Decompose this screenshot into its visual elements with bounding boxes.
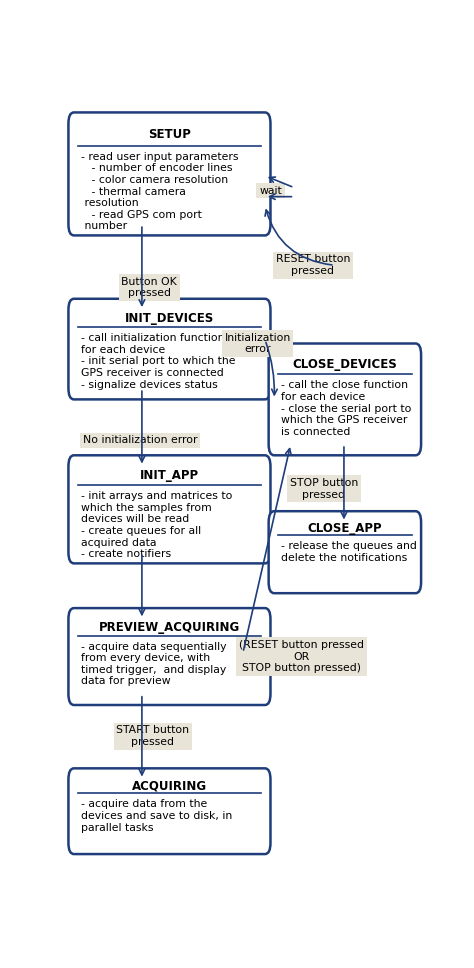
Text: PREVIEW_ACQUIRING: PREVIEW_ACQUIRING	[99, 621, 240, 634]
Text: (RESET button pressed
OR
STOP button pressed): (RESET button pressed OR STOP button pre…	[239, 640, 364, 673]
FancyBboxPatch shape	[68, 455, 271, 563]
Text: wait: wait	[259, 186, 282, 196]
Text: Initialization
error: Initialization error	[225, 333, 291, 354]
Text: Button OK
pressed: Button OK pressed	[121, 277, 177, 298]
Text: SETUP: SETUP	[148, 128, 191, 141]
Text: CLOSE_APP: CLOSE_APP	[308, 523, 382, 535]
Text: - acquire data sequentially
from every device, with
timed trigger,  and display
: - acquire data sequentially from every d…	[81, 642, 226, 686]
Text: - read user input parameters
   - number of encoder lines
   - color camera reso: - read user input parameters - number of…	[81, 152, 238, 231]
Text: No initialization error: No initialization error	[83, 436, 197, 445]
FancyBboxPatch shape	[68, 112, 271, 235]
Text: INIT_APP: INIT_APP	[140, 469, 199, 482]
FancyBboxPatch shape	[269, 511, 421, 593]
Text: ACQUIRING: ACQUIRING	[132, 780, 207, 793]
Text: RESET button
pressed: RESET button pressed	[275, 255, 350, 276]
FancyBboxPatch shape	[68, 299, 271, 400]
Text: - release the queues and
delete the notifications: - release the queues and delete the noti…	[281, 541, 417, 563]
FancyBboxPatch shape	[68, 608, 271, 705]
Text: START button
pressed: START button pressed	[117, 725, 190, 747]
Text: - call the close function
for each device
- close the serial port to
which the G: - call the close function for each devic…	[281, 380, 411, 437]
Text: INIT_DEVICES: INIT_DEVICES	[125, 312, 214, 325]
FancyBboxPatch shape	[269, 344, 421, 455]
Text: - acquire data from the
devices and save to disk, in
parallel tasks: - acquire data from the devices and save…	[81, 800, 232, 832]
Text: STOP button
pressed: STOP button pressed	[290, 478, 358, 499]
Text: CLOSE_DEVICES: CLOSE_DEVICES	[292, 358, 397, 371]
Text: - init arrays and matrices to
which the samples from
devices will be read
- crea: - init arrays and matrices to which the …	[81, 492, 232, 560]
Text: - call initialization function
for each device
- init serial port to which the
G: - call initialization function for each …	[81, 333, 235, 389]
FancyBboxPatch shape	[68, 769, 271, 854]
